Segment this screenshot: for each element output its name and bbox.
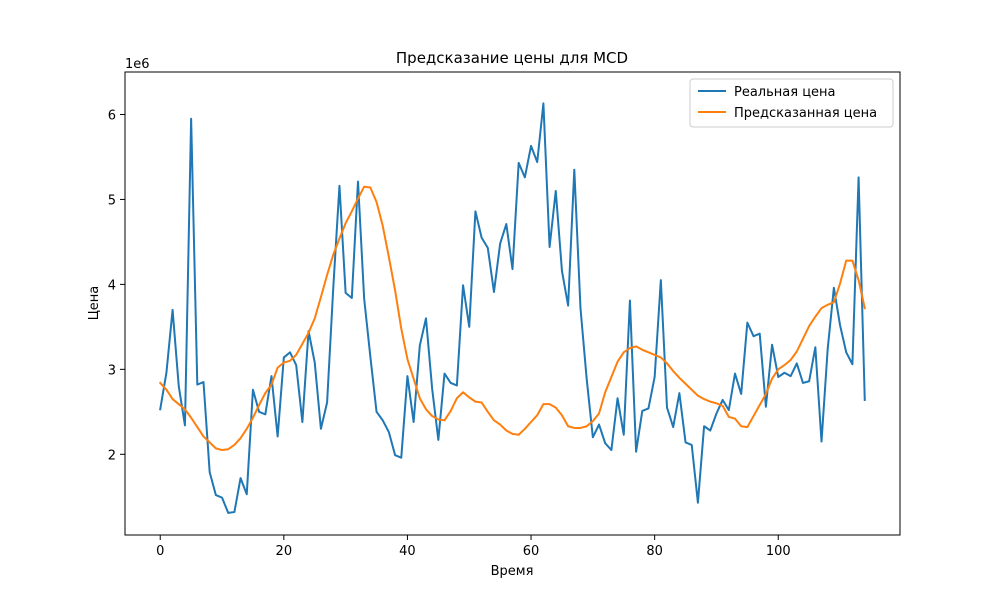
y-axis-label: Цена xyxy=(87,286,102,321)
x-tick-label: 60 xyxy=(523,544,540,559)
x-tick-label: 100 xyxy=(766,544,791,559)
series-line-1 xyxy=(158,185,866,452)
y-tick-label: 3 xyxy=(108,363,116,378)
y-tick-label: 4 xyxy=(108,278,116,293)
legend: Реальная цена Предсказанная цена xyxy=(689,78,894,128)
legend-frame xyxy=(689,78,894,128)
x-tick-label: 20 xyxy=(276,544,293,559)
chart-title: Предсказание цены для MCD xyxy=(396,49,628,67)
y-axis-offset-label: 1e6 xyxy=(125,57,150,72)
series-line-0 xyxy=(159,102,866,514)
x-tick-label: 0 xyxy=(156,544,164,559)
legend-label-real: Реальная цена xyxy=(734,85,836,100)
x-axis-label: Время xyxy=(491,564,534,579)
legend-label-predicted: Предсказанная цена xyxy=(734,106,877,121)
y-tick-label: 5 xyxy=(108,193,116,208)
y-tick-label: 2 xyxy=(108,448,116,463)
x-tick-label: 80 xyxy=(646,544,663,559)
plot-frame xyxy=(124,71,901,536)
y-tick-label: 6 xyxy=(108,108,116,123)
x-tick-label: 40 xyxy=(399,544,416,559)
